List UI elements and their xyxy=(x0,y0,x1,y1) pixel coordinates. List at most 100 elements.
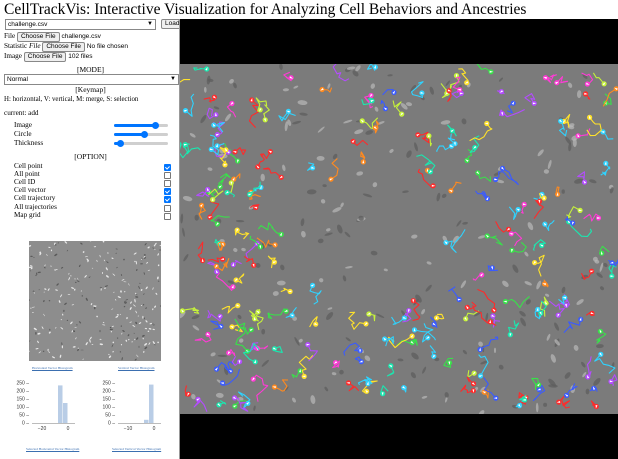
histogram-ytick: 100 – xyxy=(16,405,29,411)
mode-select[interactable]: Normal ▼ xyxy=(4,74,179,85)
histogram-ytick: 200 – xyxy=(16,389,29,395)
slider-track[interactable] xyxy=(114,142,168,145)
cell-trajectory xyxy=(248,97,259,128)
slider-handle[interactable] xyxy=(117,140,124,147)
cell-trajectory xyxy=(267,255,277,269)
cell-trajectory xyxy=(575,128,591,139)
option-checkbox[interactable] xyxy=(164,196,171,204)
cell-trajectory xyxy=(484,233,503,246)
cell-trajectory xyxy=(600,160,611,176)
histogram-ytick: 150 – xyxy=(16,397,29,403)
cell-trajectory xyxy=(416,154,436,175)
cell-trajectory xyxy=(359,117,379,129)
sidebar: challenge.csv ▼ Load File Choose File ch… xyxy=(4,19,184,459)
cell-trajectory xyxy=(594,351,616,374)
cell-trajectory xyxy=(207,310,223,322)
option-label: Cell trajectory xyxy=(14,194,56,203)
option-checkbox[interactable] xyxy=(164,180,171,188)
file-label: File xyxy=(4,32,16,40)
cell-trajectory xyxy=(230,260,242,268)
cell-trajectory xyxy=(184,385,191,397)
cell-trajectory xyxy=(446,87,452,102)
cell-trajectory xyxy=(280,287,293,295)
cell-trajectory xyxy=(531,377,542,390)
cell-trajectory xyxy=(196,186,211,197)
cell-trajectory xyxy=(469,120,493,142)
cell-trajectory xyxy=(278,108,296,122)
cell-trajectory xyxy=(592,72,607,87)
cell-trajectory xyxy=(271,345,283,353)
cell-trajectory xyxy=(226,100,237,118)
cell-trajectory xyxy=(388,333,415,349)
cell-trajectory xyxy=(382,336,394,347)
cell-trajectory xyxy=(343,342,363,356)
cell-trajectory xyxy=(197,241,206,264)
cell-trajectory xyxy=(564,383,578,398)
slider-fill xyxy=(114,124,155,127)
histogram-xtick: 0 xyxy=(67,426,70,432)
cell-trajectory xyxy=(590,400,599,410)
cell-trajectory xyxy=(224,190,235,198)
option-checkbox[interactable] xyxy=(164,164,171,171)
cell-trajectory xyxy=(447,124,457,137)
histogram-xtick: −20 xyxy=(38,426,47,432)
cell-trajectory xyxy=(467,370,477,378)
cell-trajectory xyxy=(255,97,268,113)
slider-handle[interactable] xyxy=(152,122,159,129)
cell-trajectory xyxy=(367,64,378,71)
cell-trajectory xyxy=(475,190,491,202)
cell-trajectory xyxy=(237,391,251,410)
statistic-choose-button[interactable]: Choose File xyxy=(42,42,86,52)
cell-trajectory xyxy=(440,73,460,91)
histogram-ytick: 250 – xyxy=(102,381,115,387)
cell-trajectory xyxy=(542,74,557,84)
cell-trajectory xyxy=(194,331,212,343)
cell-trajectory xyxy=(460,384,476,394)
cell-trajectory xyxy=(410,81,425,99)
cell-trajectory xyxy=(307,162,316,171)
cell-trajectory xyxy=(577,171,588,185)
cell-trajectory xyxy=(476,64,494,75)
cell-trajectory xyxy=(267,308,289,319)
dataset-select[interactable]: challenge.csv ▼ xyxy=(5,19,156,30)
cell-trajectory xyxy=(249,204,260,211)
cell-trajectory xyxy=(583,213,602,222)
cell-trajectory xyxy=(581,72,594,87)
cell-trajectory xyxy=(364,92,374,109)
cell-trajectory xyxy=(208,188,224,203)
cell-trajectory xyxy=(305,342,318,362)
cell-trajectory xyxy=(452,76,463,93)
statistic-status: No file chosen xyxy=(86,43,129,50)
cell-trajectory xyxy=(243,255,257,268)
cell-microscopy-image[interactable] xyxy=(180,64,618,414)
slider-handle[interactable] xyxy=(141,131,148,138)
option-checkbox[interactable] xyxy=(164,172,171,180)
cell-trajectory xyxy=(215,272,236,291)
file-choose-button[interactable]: Choose File xyxy=(16,32,60,42)
overview-image[interactable] xyxy=(29,241,161,361)
sidebar-divider xyxy=(179,19,180,459)
cell-trajectory xyxy=(475,170,492,183)
cell-trajectory xyxy=(271,379,289,392)
cell-trajectory xyxy=(257,222,284,237)
cell-trajectory xyxy=(180,307,200,314)
option-checkbox[interactable] xyxy=(164,204,171,212)
cell-trajectory xyxy=(509,241,527,253)
cell-trajectory xyxy=(429,345,437,359)
histogram-ytick: 200 – xyxy=(102,389,115,395)
histogram-ytick: 100 – xyxy=(102,405,115,411)
cell-trajectory xyxy=(203,94,217,103)
cell-tracking-canvas[interactable] xyxy=(180,19,618,459)
cell-trajectory xyxy=(328,158,339,182)
image-choose-button[interactable]: Choose File xyxy=(23,52,67,62)
current-mode: current: add xyxy=(4,109,39,117)
cell-trajectory xyxy=(415,131,430,144)
cell-trajectory xyxy=(532,384,546,402)
option-checkbox[interactable] xyxy=(164,212,171,220)
cell-trajectory xyxy=(249,308,261,322)
cell-trajectory xyxy=(242,342,260,365)
cell-trajectory xyxy=(182,93,195,117)
option-checkbox[interactable] xyxy=(164,188,171,196)
option-label: Cell vector xyxy=(14,186,46,195)
cell-trajectory xyxy=(430,316,438,329)
